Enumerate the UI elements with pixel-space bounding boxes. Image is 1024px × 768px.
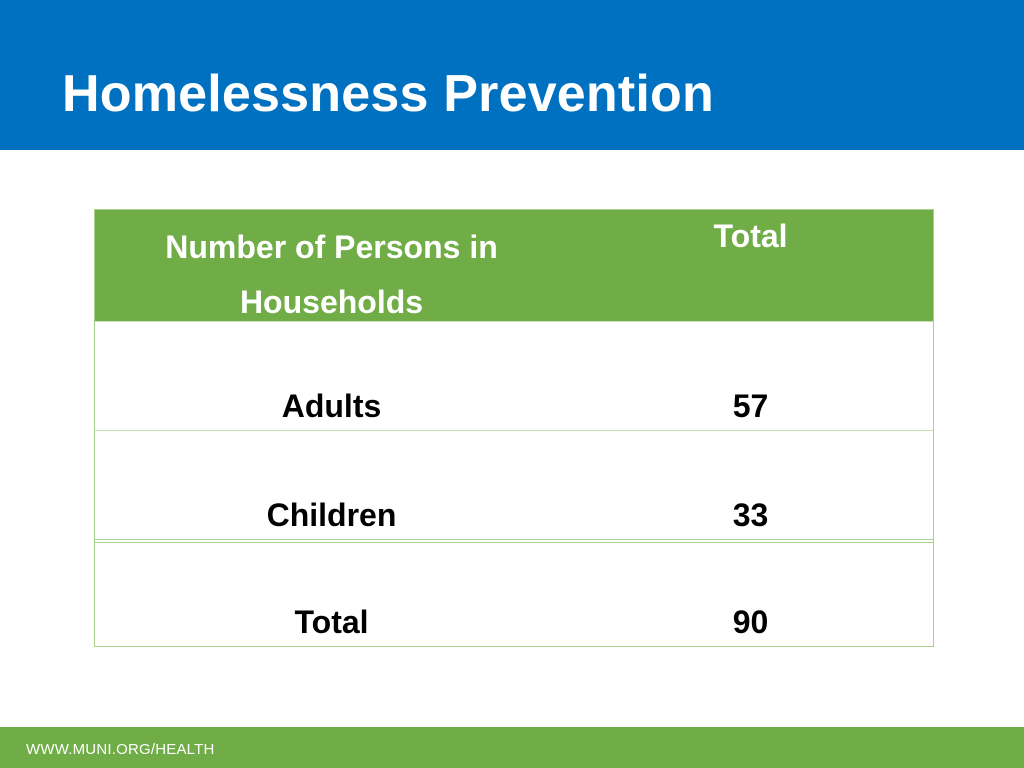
row-label-cell: Children [95,431,568,539]
header-cell-value: Total [568,210,933,321]
footer-url: WWW.MUNI.ORG/HEALTH [26,741,215,758]
row-value-cell: 90 [568,543,933,646]
column-header-persons: Number of Persons in Households [165,229,498,320]
row-value: 33 [732,497,769,533]
row-value-cell: 33 [568,431,933,539]
table-header-row: Number of Persons in Households Total [95,210,933,321]
footer-band: WWW.MUNI.ORG/HEALTH [0,727,1024,768]
table-row: Adults 57 [95,321,933,430]
table-row: Children 33 [95,430,933,539]
column-header-total: Total [713,218,788,254]
row-value: 57 [732,388,769,424]
row-label-cell: Adults [95,322,568,430]
row-label: Adults [281,388,382,424]
header-cell-label: Number of Persons in Households [95,210,568,321]
table-total-row: Total 90 [95,539,933,646]
row-label: Children [266,497,397,533]
row-label-cell: Total [95,543,568,646]
row-label: Total [294,604,369,640]
persons-table: Number of Persons in Households Total Ad… [94,209,934,647]
header-band: Homelessness Prevention [0,0,1024,150]
row-value-cell: 57 [568,322,933,430]
page-title: Homelessness Prevention [62,65,714,123]
row-value: 90 [732,604,769,640]
